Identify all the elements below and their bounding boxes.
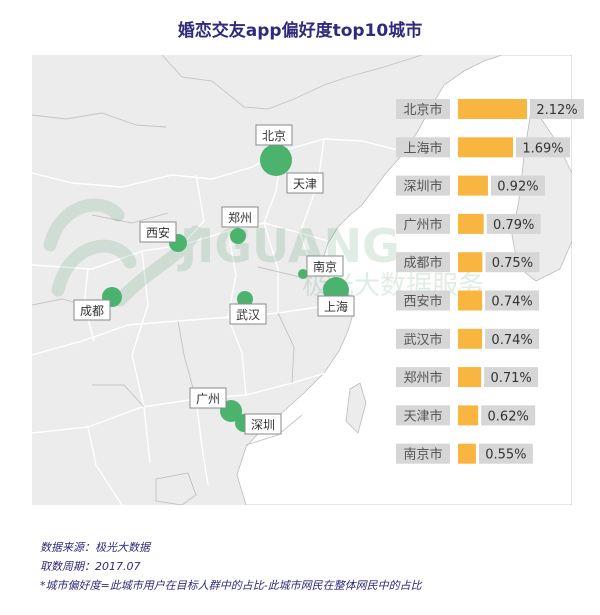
source-note: 数据来源：极光大数据 (40, 541, 150, 554)
definition-note: *城市偏好度=此城市用户在目标人群中的占比-此城市网民在整体网民中的占比 (40, 579, 422, 592)
map-hainan (155, 472, 197, 505)
period-note: 取数周期：2017.07 (40, 560, 141, 573)
chart-title: 婚恋交友app偏好度top10城市 (177, 21, 423, 41)
map-taiwan (345, 382, 367, 434)
footer: 数据来源：极光大数据 取数周期：2017.07 *城市偏好度=此城市用户在目标人… (40, 538, 580, 595)
china-map (32, 55, 572, 505)
